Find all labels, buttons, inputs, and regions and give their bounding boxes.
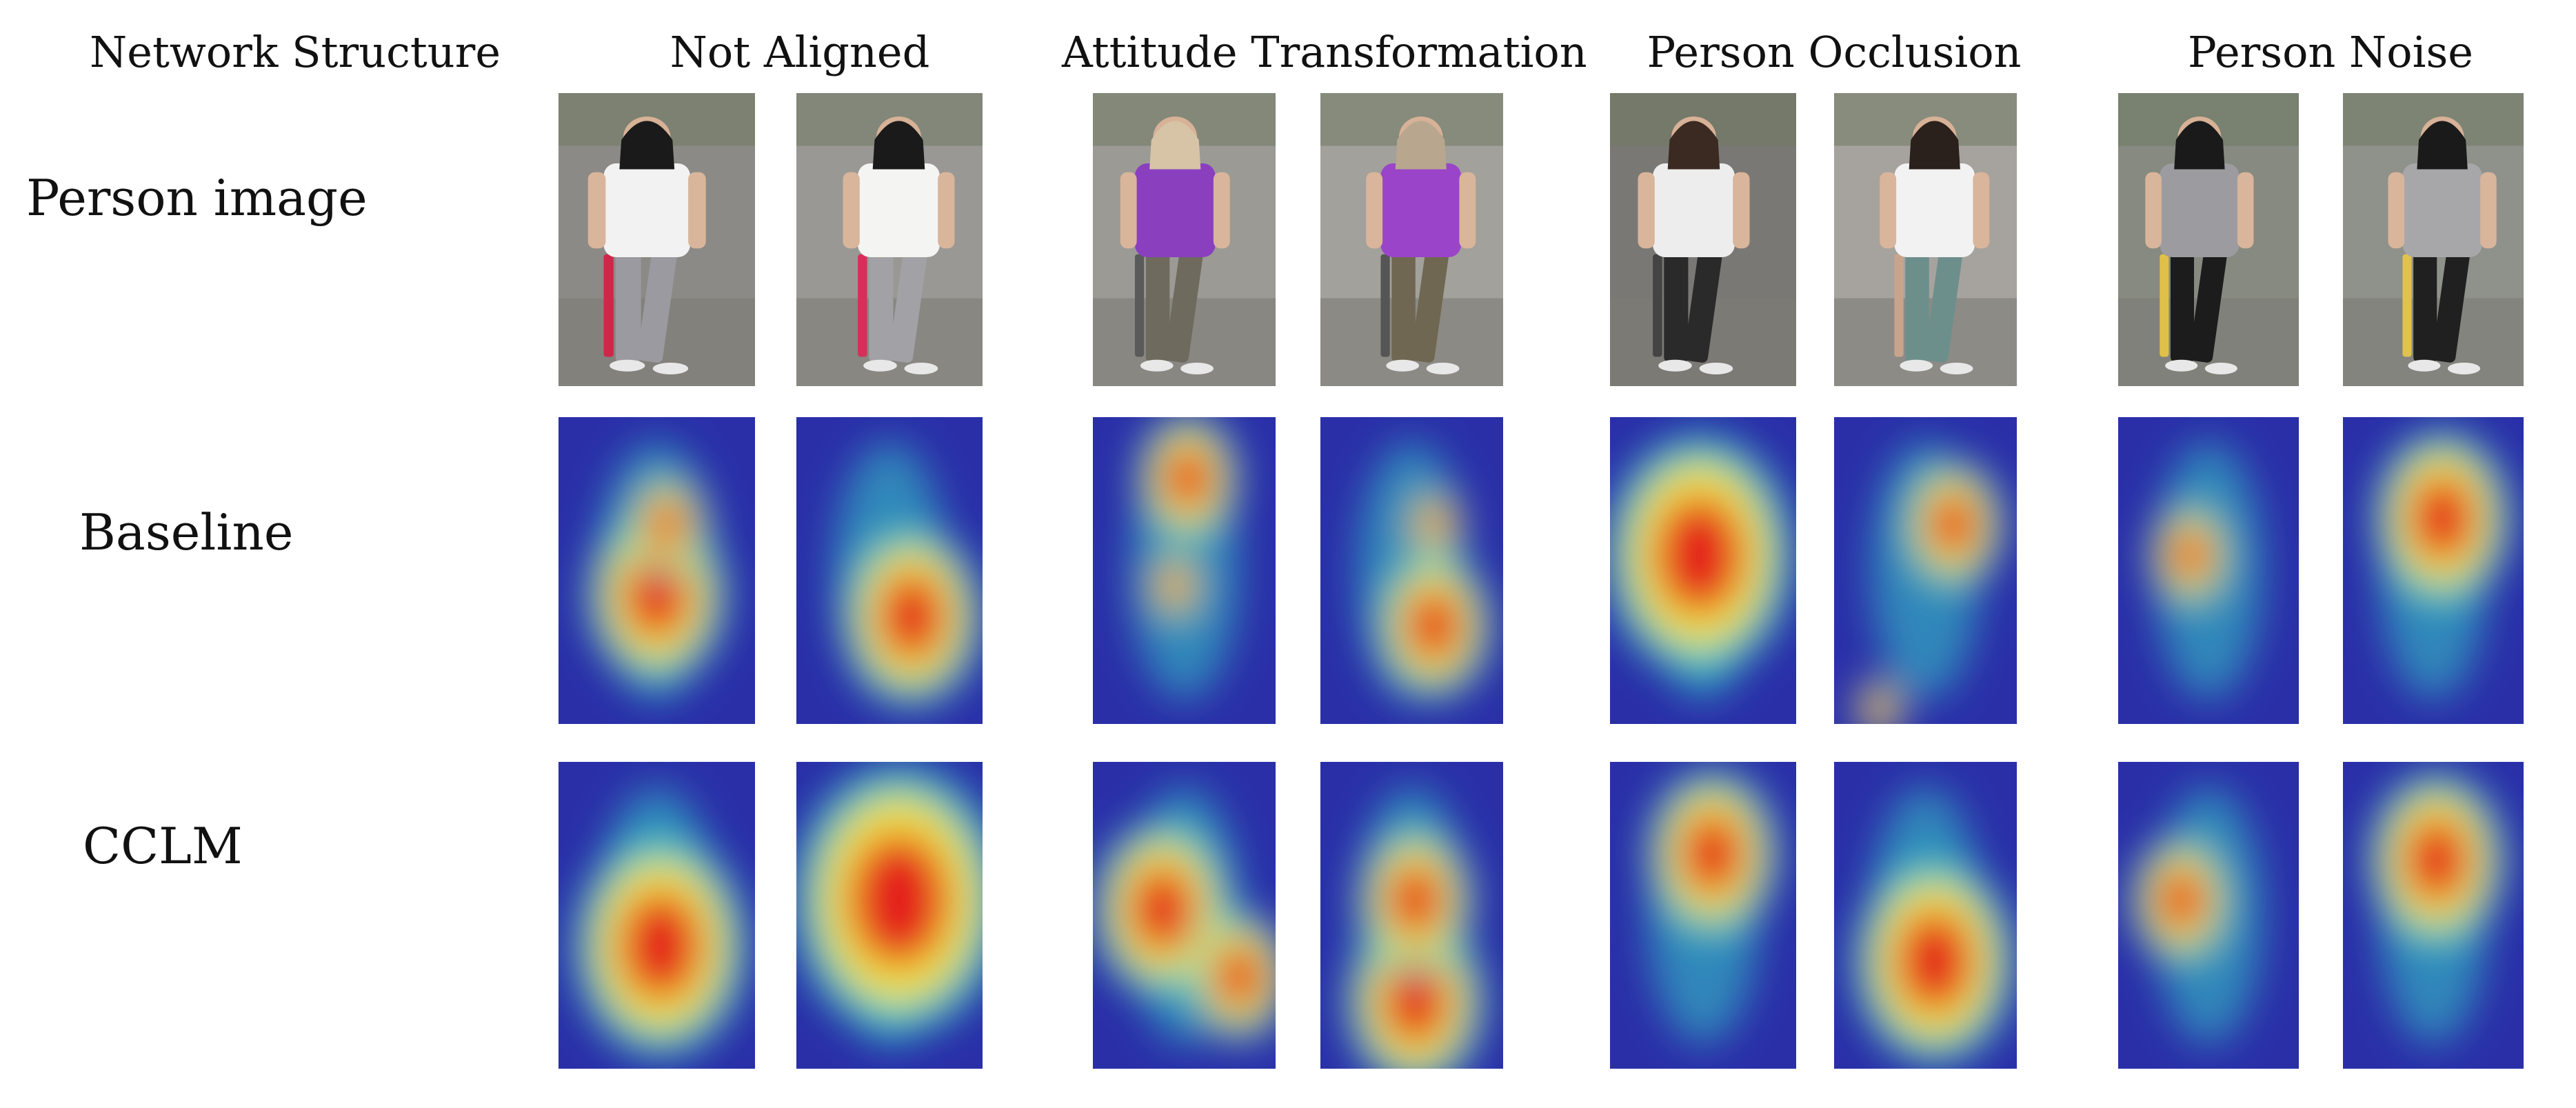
header-person-noise: Person Noise <box>2188 27 2473 77</box>
attention-heatmap <box>1093 762 1276 1069</box>
header-not-aligned: Not Aligned <box>670 27 930 77</box>
person-photo <box>1093 93 1276 386</box>
person-photo <box>1834 93 2017 386</box>
attention-heatmap <box>1320 762 1503 1069</box>
row-label-cclm: CCLM <box>83 817 243 875</box>
baseline-cell-person-noise-2 <box>2343 417 2524 724</box>
attention-heatmap <box>2343 417 2524 724</box>
baseline-cell-person-occlusion-2 <box>1834 417 2017 724</box>
header-person-occlusion: Person Occlusion <box>1647 27 2022 77</box>
attention-heatmap <box>1093 417 1276 724</box>
person-cell-attitude-transformation-2 <box>1320 93 1503 386</box>
attention-heatmap <box>1320 417 1503 724</box>
baseline-cell-person-occlusion-1 <box>1610 417 1796 724</box>
baseline-cell-not-aligned-2 <box>796 417 983 724</box>
person-photo <box>796 93 983 386</box>
baseline-cell-not-aligned-1 <box>559 417 755 724</box>
baseline-cell-attitude-transformation-2 <box>1320 417 1503 724</box>
baseline-cell-person-noise-1 <box>2118 417 2299 724</box>
cclm-cell-not-aligned-2 <box>796 762 983 1069</box>
attention-heatmap <box>559 762 755 1069</box>
person-photo <box>1610 93 1796 386</box>
person-photo <box>2118 93 2299 386</box>
attention-heatmap <box>2118 417 2299 724</box>
attention-heatmap <box>559 417 755 724</box>
attention-heatmap <box>796 417 983 724</box>
attention-heatmap <box>2118 762 2299 1069</box>
row-label-person-image: Person image <box>26 169 368 227</box>
attention-heatmap <box>1610 762 1796 1069</box>
cclm-cell-person-occlusion-1 <box>1610 762 1796 1069</box>
header-attitude-transformation: Attitude Transformation <box>1062 27 1587 77</box>
person-photo <box>1320 93 1503 386</box>
cclm-cell-person-noise-2 <box>2343 762 2524 1069</box>
person-cell-person-noise-1 <box>2118 93 2299 386</box>
cclm-cell-person-noise-1 <box>2118 762 2299 1069</box>
person-cell-person-noise-2 <box>2343 93 2524 386</box>
attention-heatmap <box>2343 762 2524 1069</box>
cclm-cell-attitude-transformation-2 <box>1320 762 1503 1069</box>
person-cell-not-aligned-2 <box>796 93 983 386</box>
attention-heatmap <box>1610 417 1796 724</box>
row-label-baseline: Baseline <box>79 503 294 561</box>
attention-heatmap <box>796 762 983 1069</box>
cclm-cell-attitude-transformation-1 <box>1093 762 1276 1069</box>
baseline-cell-attitude-transformation-1 <box>1093 417 1276 724</box>
cclm-cell-not-aligned-1 <box>559 762 755 1069</box>
person-photo <box>2343 93 2524 386</box>
person-photo <box>559 93 755 386</box>
attention-heatmap <box>1834 417 2017 724</box>
header-network-structure: Network Structure <box>90 27 501 77</box>
person-cell-person-occlusion-1 <box>1610 93 1796 386</box>
cclm-cell-person-occlusion-2 <box>1834 762 2017 1069</box>
person-cell-attitude-transformation-1 <box>1093 93 1276 386</box>
person-cell-not-aligned-1 <box>559 93 755 386</box>
attention-heatmap <box>1834 762 2017 1069</box>
person-cell-person-occlusion-2 <box>1834 93 2017 386</box>
